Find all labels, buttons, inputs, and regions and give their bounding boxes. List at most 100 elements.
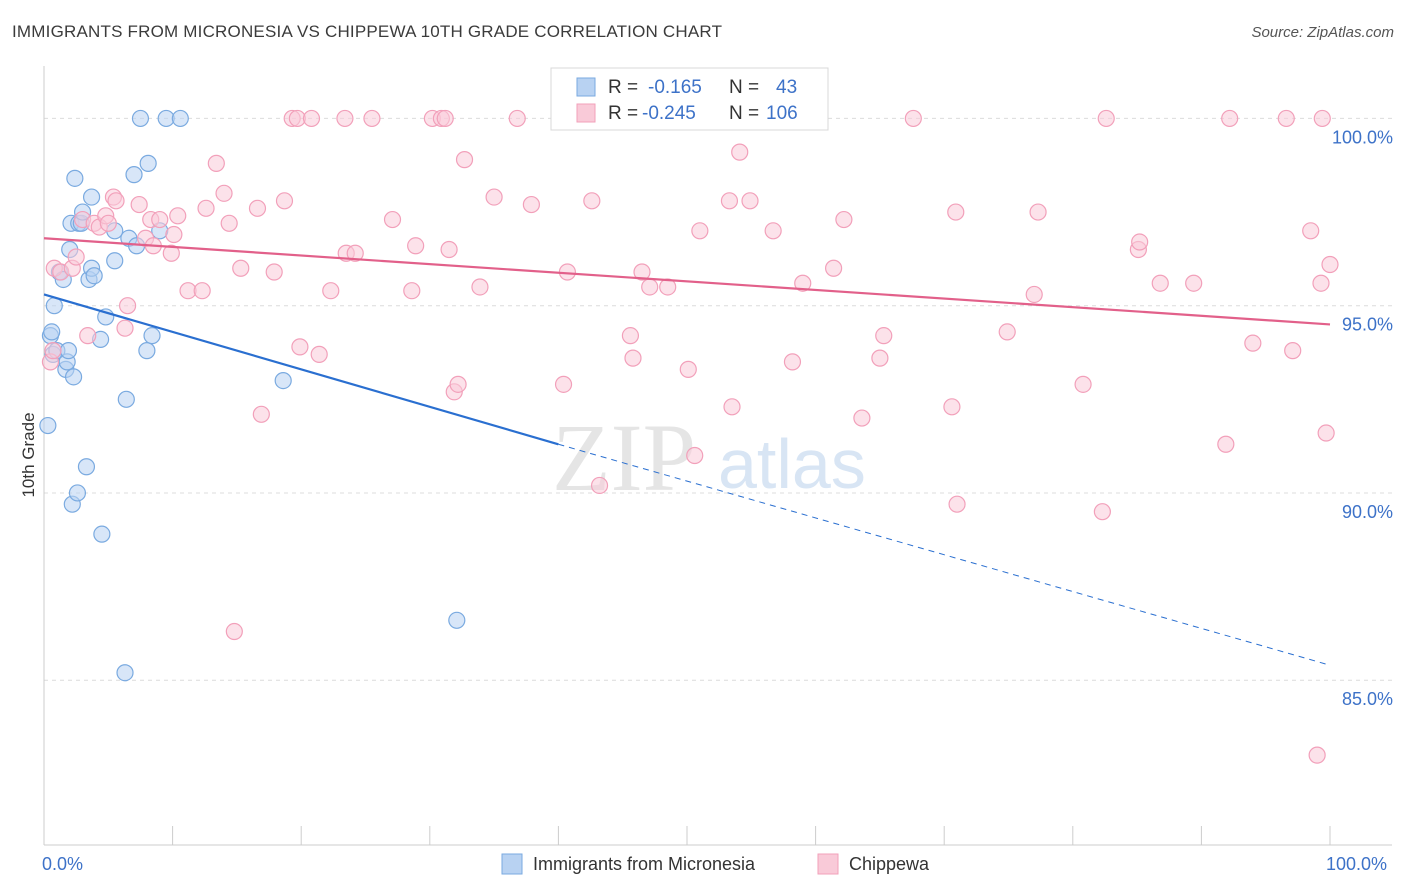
chippewa-point — [1185, 274, 1203, 292]
chippewa-point — [1321, 255, 1339, 274]
chippewa-point — [336, 109, 354, 128]
legend-n-label-2: N = — [729, 103, 759, 124]
micronesia-point — [68, 484, 87, 502]
chippewa-point — [207, 154, 225, 172]
chippewa-point — [947, 203, 965, 221]
micronesia-point — [139, 154, 157, 172]
chippewa-point — [686, 446, 704, 465]
chippewa-point — [165, 225, 183, 244]
chippewa-point — [590, 476, 609, 495]
chippewa-point — [1302, 222, 1320, 240]
y-tick-label: 90.0% — [1342, 502, 1393, 522]
chippewa-point — [403, 282, 421, 300]
chippewa-trend-line — [43, 237, 1331, 326]
chippewa-point — [1313, 109, 1331, 128]
micronesia-point — [274, 371, 292, 390]
chippewa-point — [265, 263, 283, 281]
micronesia-point — [85, 267, 103, 285]
chippewa-point — [232, 259, 250, 277]
chippewa-point — [302, 109, 321, 128]
micronesia-point — [171, 109, 189, 128]
micronesia-point — [117, 390, 135, 408]
chippewa-point — [215, 184, 233, 202]
chippewa-point — [449, 375, 467, 393]
micronesia-point — [77, 458, 96, 476]
y-axis-title: 10th Grade — [19, 412, 38, 497]
chippewa-point — [440, 240, 458, 259]
chippewa-point — [943, 398, 961, 416]
y-tick-label: 85.0% — [1342, 689, 1393, 709]
chippewa-point — [641, 278, 659, 296]
chippewa-point — [252, 405, 270, 423]
chippewa-point — [407, 237, 425, 255]
chippewa-point — [79, 327, 97, 345]
chippewa-point — [624, 349, 642, 367]
chippewa-point — [835, 210, 853, 229]
chippewa-point — [1025, 285, 1043, 304]
chippewa-point — [248, 199, 267, 217]
chippewa-point — [1317, 424, 1335, 442]
chippewa-point — [436, 109, 454, 128]
y-tick-label: 100.0% — [1332, 127, 1393, 147]
chippewa-point — [1312, 274, 1330, 292]
chippewa-point — [310, 345, 328, 363]
bottom-legend-label-chippewa: Chippewa — [849, 854, 930, 874]
chippewa-point — [169, 207, 187, 225]
micronesia-point — [43, 323, 61, 341]
chippewa-point — [151, 210, 169, 229]
bottom-legend-label-micronesia: Immigrants from Micronesia — [533, 854, 756, 874]
legend-r-value-2: -0.245 — [642, 103, 696, 124]
chippewa-point — [471, 278, 489, 296]
chippewa-point — [1151, 274, 1169, 292]
micronesia-point — [448, 611, 466, 629]
chippewa-point — [107, 192, 125, 210]
chippewa-point — [720, 192, 739, 210]
chippewa-point — [116, 319, 134, 337]
micronesia-point — [66, 169, 84, 187]
chippewa-point — [383, 210, 402, 229]
chippewa-point — [998, 323, 1016, 341]
chippewa-point — [723, 398, 741, 416]
micronesia-point — [116, 664, 134, 682]
chart-source: Source: ZipAtlas.com — [1251, 24, 1394, 41]
watermark-atlas: atlas — [718, 425, 866, 503]
chippewa-point — [764, 222, 782, 240]
chippewa-point — [1097, 109, 1115, 128]
chippewa-point — [741, 192, 759, 210]
chippewa-point — [162, 244, 180, 262]
chippewa-point — [118, 297, 137, 315]
micronesia-point — [138, 342, 156, 360]
chippewa-point — [197, 199, 215, 217]
chippewa-point — [1029, 203, 1047, 221]
chippewa-point — [522, 195, 540, 214]
y-tick-labels: 85.0% 90.0% 95.0% 100.0% — [1332, 127, 1393, 709]
x-tick-label-max: 100.0% — [1326, 854, 1387, 874]
micronesia-point — [64, 368, 83, 386]
chippewa-point — [1284, 342, 1302, 360]
chippewa-point — [731, 143, 749, 161]
chippewa-point — [1074, 375, 1092, 393]
chippewa-point — [1217, 435, 1235, 453]
legend-swatch-chippewa — [576, 103, 596, 123]
legend-swatch-micronesia — [576, 77, 596, 97]
chippewa-point — [621, 327, 640, 345]
watermark: ZIP atlas — [552, 404, 866, 511]
micronesia-point — [59, 342, 78, 360]
chippewa-point — [455, 151, 474, 169]
chippewa-point — [794, 274, 812, 292]
chippewa-point — [220, 214, 238, 232]
axes — [43, 66, 1392, 846]
chippewa-point — [825, 259, 843, 277]
y-tick-label: 95.0% — [1342, 315, 1393, 335]
chippewa-point — [67, 248, 85, 266]
chippewa-point — [1221, 109, 1239, 128]
micronesia-trend-line — [43, 293, 559, 446]
chippewa-point — [875, 327, 893, 345]
chippewa-point — [871, 349, 889, 367]
micronesia-point — [39, 416, 57, 435]
legend-n-value-2: 106 — [766, 103, 798, 124]
stats-legend: R = -0.165 N = 43 R = -0.245 N = 106 — [550, 67, 829, 131]
chippewa-point — [633, 263, 651, 281]
chart-title: IMMIGRANTS FROM MICRONESIA VS CHIPPEWA 1… — [12, 22, 723, 41]
